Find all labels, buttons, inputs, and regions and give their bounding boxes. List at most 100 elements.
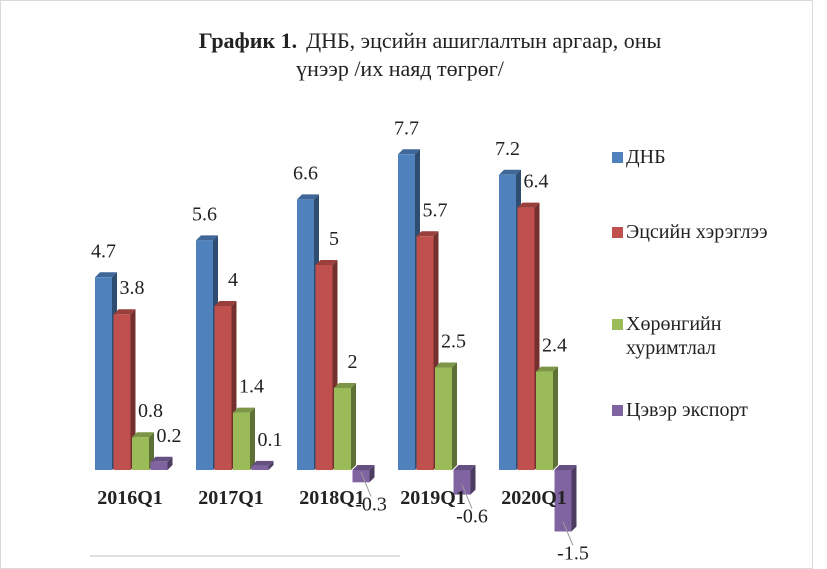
- bar: [113, 309, 136, 470]
- data-label: 4.7: [91, 240, 116, 262]
- bar-face: [214, 306, 232, 470]
- legend-swatch: [612, 152, 623, 163]
- data-label: 0.1: [258, 429, 283, 451]
- bar: [435, 362, 457, 470]
- bar-face: [452, 362, 457, 470]
- bar-face: [517, 207, 535, 470]
- bar-face: [334, 383, 356, 388]
- bar-face: [251, 465, 269, 470]
- bar-face: [352, 470, 370, 483]
- bar: [536, 366, 558, 470]
- legend-label: Цэвэр экспорт: [626, 399, 748, 421]
- bar-face: [536, 366, 558, 372]
- bar-face: [571, 465, 577, 532]
- data-label: 6.6: [293, 162, 318, 184]
- data-label: 6.4: [524, 171, 549, 193]
- legend-swatch: [612, 227, 623, 238]
- bar-face: [453, 465, 476, 470]
- bar-face: [554, 465, 577, 470]
- legend-label: ДНБ: [626, 146, 666, 168]
- bar-face: [214, 301, 237, 306]
- legend-swatch: [612, 405, 623, 416]
- bar: [251, 460, 274, 470]
- bar-face: [351, 383, 356, 470]
- bar: [554, 465, 577, 532]
- x-tick-label: 2016Q1: [97, 487, 163, 509]
- data-label: 7.2: [495, 138, 520, 160]
- data-label: 2: [348, 351, 358, 373]
- bar-face: [251, 460, 274, 466]
- bar: [453, 465, 476, 495]
- bar-face: [150, 456, 173, 462]
- leader-line: [461, 484, 473, 509]
- bar-face: [196, 240, 213, 470]
- bar-face: [369, 465, 375, 483]
- bar-face: [334, 388, 351, 470]
- bar-face: [554, 470, 572, 532]
- title-line: ДНБ, эцсийн ашиглалтын аргаар, оны: [306, 28, 661, 53]
- bar-face: [435, 362, 457, 368]
- title-line: үнээр /их наяд төгрөг/: [296, 56, 505, 81]
- bar-face: [499, 169, 521, 175]
- legend-item: Хөрөнгийн хуримтлал: [612, 312, 822, 360]
- data-label: -0.3: [355, 493, 387, 515]
- bar-face: [95, 277, 112, 470]
- data-label: 5: [329, 228, 339, 250]
- bar: [233, 407, 255, 470]
- bar-face: [233, 407, 255, 413]
- legend-swatch: [612, 319, 623, 330]
- bar-face: [297, 199, 314, 470]
- data-label: -0.6: [456, 506, 488, 528]
- legend-item: Цэвэр экспорт: [612, 398, 822, 422]
- data-label: -1.5: [557, 543, 589, 565]
- bar-face: [499, 174, 516, 471]
- bar-face: [297, 194, 319, 200]
- data-label: 4: [228, 269, 238, 291]
- data-label: 3.8: [120, 277, 145, 299]
- legend-label: Хөрөнгийн хуримтлал: [626, 313, 722, 359]
- legend-item: ДНБ: [612, 145, 822, 169]
- x-tick-label: 2020Q1: [501, 487, 567, 509]
- bar-face: [398, 154, 415, 471]
- bar-face: [352, 465, 375, 470]
- data-label: 1.4: [239, 376, 264, 398]
- bar-face: [315, 265, 333, 470]
- leader-line: [360, 472, 372, 497]
- bar-face: [233, 412, 250, 470]
- data-label: 7.7: [394, 117, 419, 139]
- bar-face: [315, 260, 338, 265]
- bar-face: [517, 202, 540, 208]
- leader-line: [562, 521, 574, 546]
- bar-face: [196, 235, 218, 241]
- x-tick-label: 2017Q1: [198, 487, 264, 509]
- bar-face: [130, 309, 136, 470]
- bar-face: [435, 367, 452, 470]
- data-label: 5.6: [192, 203, 217, 225]
- data-label: 5.7: [423, 199, 448, 221]
- bar-face: [453, 470, 471, 495]
- chart-title: График 1. ДНБ, эцсийн ашиглалтын аргаар,…: [199, 28, 662, 53]
- legend-label: Эцсийн хэрэглээ: [626, 221, 768, 243]
- data-label: 0.2: [157, 425, 182, 447]
- data-label: 2.4: [542, 335, 567, 357]
- bar-face: [553, 366, 558, 470]
- bar-face: [113, 314, 131, 470]
- bar-face: [132, 432, 154, 438]
- title-label: График 1.: [199, 28, 297, 53]
- bar-face: [416, 231, 439, 237]
- data-label: 0.8: [138, 400, 163, 422]
- bar: [334, 383, 356, 470]
- bar-face: [268, 460, 274, 470]
- bar-face: [167, 456, 173, 470]
- x-tick-label: 2019Q1: [400, 487, 466, 509]
- bar: [150, 456, 173, 470]
- bar-face: [95, 272, 117, 278]
- bar-face: [416, 236, 434, 470]
- bar-face: [113, 309, 136, 315]
- bar-face: [470, 465, 476, 495]
- bar-face: [250, 407, 255, 470]
- bar-face: [150, 461, 168, 470]
- x-tick-label: 2018Q1: [299, 487, 365, 509]
- bar-face: [536, 371, 553, 470]
